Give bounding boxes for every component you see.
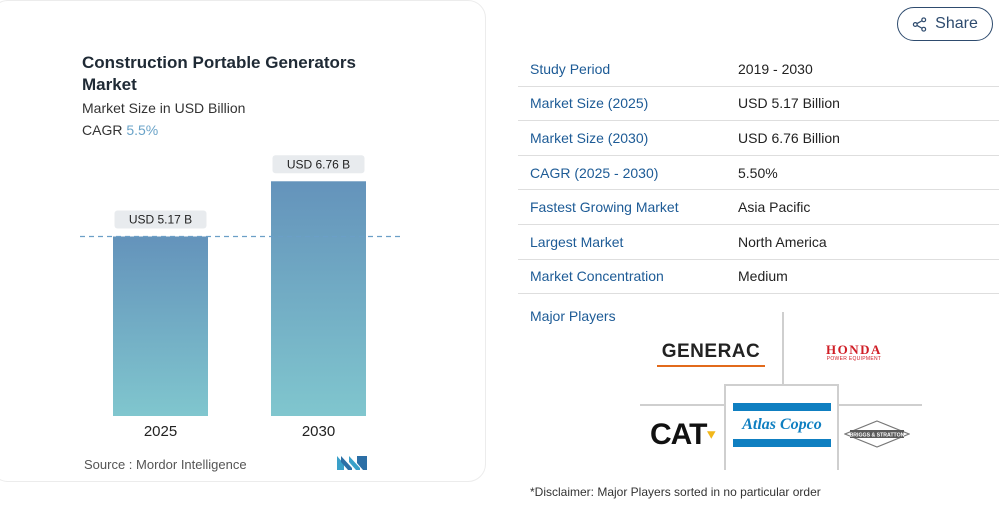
data-label-box [114, 210, 207, 229]
info-value: Medium [738, 268, 788, 285]
bar-chart: USD 5.17 B 2025 USD 6.76 B 2030 [80, 155, 402, 440]
atlas-copco-logo-text: Atlas Copco [742, 416, 822, 433]
honda-logo: HONDA POWER EQUIPMENT [812, 342, 896, 362]
info-value: 5.50% [738, 164, 778, 181]
disclaimer: *Disclaimer: Major Players sorted in no … [530, 485, 821, 499]
generac-logo: GENERAC [655, 339, 767, 367]
info-row-study-period: Study Period 2019 - 2030 [518, 52, 999, 87]
atlas-copco-logo: Atlas Copco [732, 400, 832, 450]
x-tick-label: 2025 [144, 423, 177, 440]
info-label: Largest Market [530, 233, 624, 250]
info-value: USD 6.76 Billion [738, 129, 840, 146]
chart-card [0, 0, 486, 482]
major-players-grid: GENERAC HONDA POWER EQUIPMENT CAT Atlas … [640, 312, 922, 470]
data-label-box [272, 155, 365, 174]
info-label: Fastest Growing Market [530, 199, 679, 216]
grid-divider [724, 384, 838, 386]
info-row-cagr: CAGR (2025 - 2030) 5.50% [518, 156, 999, 191]
grid-divider [837, 384, 839, 470]
data-label: USD 5.17 B [129, 212, 192, 226]
info-row-concentration: Market Concentration Medium [518, 260, 999, 295]
honda-logo-subtext: POWER EQUIPMENT [826, 355, 882, 362]
chart-title: Construction Portable Generators Market [82, 53, 356, 94]
bar-2030 [271, 181, 366, 416]
cagr-label: CAGR [82, 122, 123, 138]
info-value: Asia Pacific [738, 199, 811, 216]
grid-divider [782, 312, 784, 384]
info-label: Market Size (2025) [530, 95, 649, 112]
share-label: Share [935, 15, 978, 32]
major-players-title: Major Players [530, 308, 616, 324]
cat-logo-text: CAT [650, 418, 707, 451]
grid-divider [640, 404, 724, 406]
info-value: USD 5.17 Billion [738, 95, 840, 112]
info-row-market-size-2025: Market Size (2025) USD 5.17 Billion [518, 87, 999, 122]
honda-logo-text: HONDA [826, 341, 882, 357]
info-row-largest-market: Largest Market North America [518, 225, 999, 260]
data-label: USD 6.76 B [287, 157, 350, 171]
info-row-market-size-2030: Market Size (2030) USD 6.76 Billion [518, 121, 999, 156]
cagr-value: 5.5% [126, 122, 159, 138]
info-value: North America [738, 233, 827, 250]
grid-divider [724, 384, 726, 470]
info-label: CAGR (2025 - 2030) [530, 164, 659, 181]
chart-source: Source : Mordor Intelligence [84, 457, 247, 472]
cat-logo: CAT [650, 417, 716, 453]
briggs-stratton-logo: BRIGGS & STRATTON [844, 420, 910, 448]
x-tick-label: 2030 [302, 423, 335, 440]
bar-2025 [113, 236, 208, 416]
share-button[interactable]: Share [897, 7, 993, 41]
cat-triangle-icon [707, 431, 716, 439]
atlas-band-bottom [733, 439, 831, 447]
grid-divider [838, 404, 922, 406]
market-info-table: Study Period 2019 - 2030 Market Size (20… [518, 52, 999, 295]
briggs-stratton-badge: BRIGGS & STRATTON [844, 420, 910, 448]
info-value: 2019 - 2030 [738, 60, 813, 77]
atlas-band-top [733, 403, 831, 411]
mordor-intelligence-logo [337, 456, 367, 470]
info-label: Market Concentration [530, 268, 664, 285]
chart-subtitle: Market Size in USD Billion [82, 100, 246, 116]
info-label: Study Period [530, 60, 611, 77]
share-icon [912, 16, 927, 32]
briggs-logo-text: BRIGGS & STRATTON [850, 432, 905, 438]
info-label: Market Size (2030) [530, 129, 649, 146]
chart-cagr: CAGR 5.5% [82, 122, 158, 138]
info-row-fastest-growing: Fastest Growing Market Asia Pacific [518, 190, 999, 225]
